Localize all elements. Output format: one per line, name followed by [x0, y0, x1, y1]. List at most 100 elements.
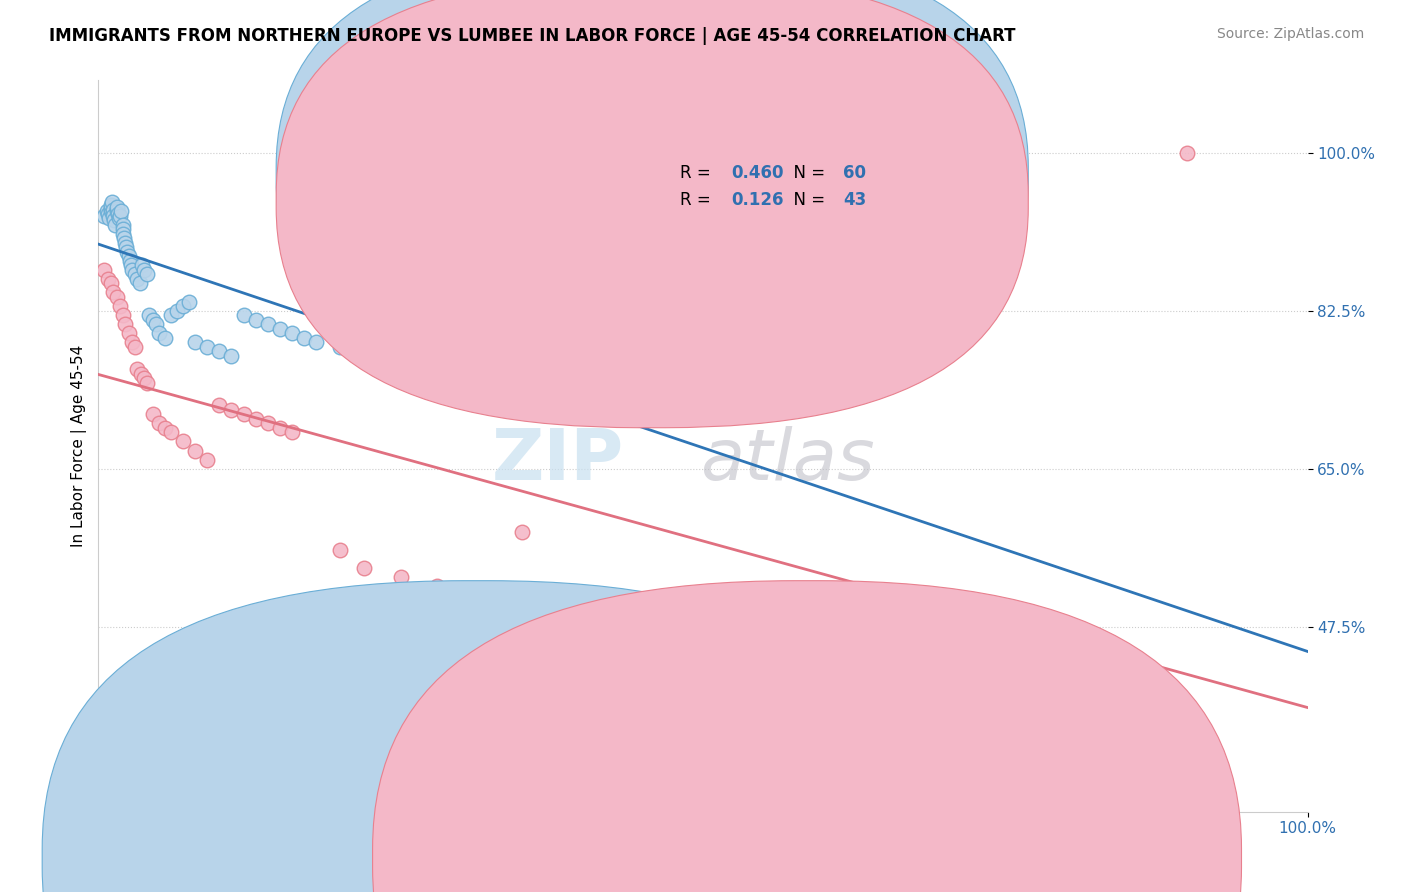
Point: [142, 312, 165, 326]
Point: [101, 203, 124, 218]
Point: [269, 321, 291, 335]
Point: [145, 317, 167, 331]
Text: 0.460: 0.460: [731, 164, 783, 182]
Point: [127, 272, 149, 286]
Point: [118, 326, 141, 340]
Point: [389, 570, 412, 584]
Point: [208, 344, 231, 359]
Point: [108, 211, 131, 225]
Text: Lumbee: Lumbee: [828, 852, 890, 866]
Point: [195, 452, 218, 467]
Point: [111, 218, 134, 232]
Point: [138, 308, 160, 322]
Point: [426, 579, 449, 593]
Point: [120, 259, 142, 273]
Point: [101, 285, 124, 300]
Point: [510, 163, 533, 178]
Point: [142, 408, 165, 422]
Point: [108, 209, 131, 223]
Point: [184, 335, 207, 350]
Point: [100, 202, 122, 216]
Point: [97, 207, 120, 221]
Point: [160, 308, 183, 322]
Text: Source: ZipAtlas.com: Source: ZipAtlas.com: [1216, 27, 1364, 41]
Point: [873, 629, 896, 643]
Point: [100, 200, 122, 214]
Point: [134, 371, 156, 385]
Point: [100, 198, 122, 212]
Point: [172, 434, 194, 449]
Point: [117, 244, 139, 259]
Point: [1054, 714, 1077, 729]
Point: [101, 209, 124, 223]
Point: [269, 421, 291, 435]
Point: [1175, 145, 1198, 160]
Point: [110, 204, 132, 219]
Point: [127, 362, 149, 376]
Point: [305, 335, 328, 350]
Point: [100, 277, 122, 291]
Point: [752, 619, 775, 633]
Point: [281, 326, 304, 340]
Point: [166, 303, 188, 318]
Point: [105, 200, 128, 214]
Point: [93, 263, 115, 277]
Text: 0.126: 0.126: [731, 191, 783, 210]
Point: [153, 421, 176, 435]
Point: [121, 263, 143, 277]
Point: [510, 524, 533, 539]
Point: [105, 202, 128, 216]
Point: [103, 213, 125, 227]
Point: [153, 331, 176, 345]
Point: [114, 235, 136, 250]
Point: [172, 299, 194, 313]
Text: N =: N =: [783, 164, 830, 182]
Point: [179, 294, 201, 309]
Point: [111, 222, 134, 236]
Point: [208, 398, 231, 412]
Text: 60: 60: [844, 164, 866, 182]
Point: [124, 340, 146, 354]
Point: [934, 633, 956, 648]
Point: [111, 308, 134, 322]
Point: [100, 204, 122, 219]
Point: [547, 606, 569, 620]
Point: [256, 417, 278, 431]
Point: [813, 624, 835, 639]
Y-axis label: In Labor Force | Age 45-54: In Labor Force | Age 45-54: [72, 345, 87, 547]
Point: [107, 207, 129, 221]
Point: [134, 263, 156, 277]
Point: [292, 331, 315, 345]
Point: [131, 259, 153, 273]
Point: [160, 425, 183, 440]
Point: [98, 211, 121, 225]
FancyBboxPatch shape: [276, 0, 1028, 427]
Point: [124, 268, 146, 282]
Point: [121, 335, 143, 350]
Point: [100, 195, 122, 210]
Point: [115, 240, 138, 254]
Point: [329, 542, 352, 557]
Point: [281, 425, 304, 440]
Point: [96, 204, 118, 219]
Point: [93, 209, 115, 223]
Point: [135, 376, 157, 390]
Point: [148, 326, 170, 340]
Point: [129, 367, 152, 381]
Point: [104, 218, 127, 232]
Text: ZIP: ZIP: [492, 426, 624, 495]
Point: [232, 308, 254, 322]
Point: [221, 403, 243, 417]
Point: [232, 408, 254, 422]
Point: [245, 412, 267, 426]
FancyBboxPatch shape: [276, 0, 1028, 401]
Point: [245, 312, 267, 326]
Point: [112, 231, 135, 245]
Point: [105, 290, 128, 304]
Point: [118, 249, 141, 263]
Text: R =: R =: [681, 164, 716, 182]
Point: [184, 443, 207, 458]
Point: [692, 615, 714, 629]
Text: 43: 43: [844, 191, 866, 210]
Point: [994, 706, 1017, 720]
